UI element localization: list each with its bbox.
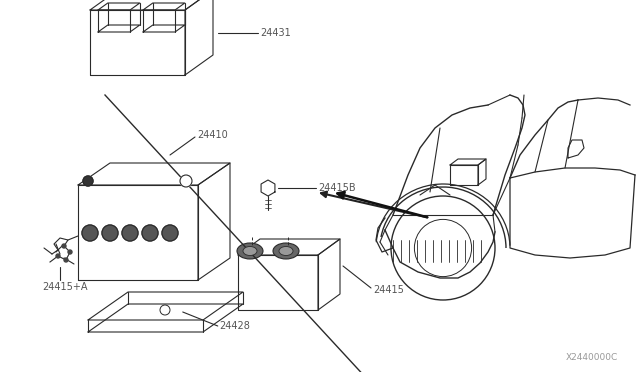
Ellipse shape — [237, 243, 263, 259]
Text: 24415B: 24415B — [318, 183, 356, 193]
Circle shape — [64, 258, 68, 262]
Circle shape — [83, 176, 93, 186]
Text: 24431: 24431 — [260, 28, 291, 38]
Circle shape — [102, 225, 118, 241]
Ellipse shape — [279, 247, 293, 256]
Circle shape — [82, 225, 98, 241]
Text: 24428: 24428 — [220, 321, 251, 331]
Text: X2440000C: X2440000C — [566, 353, 618, 362]
Text: 24415: 24415 — [373, 285, 404, 295]
Text: 24410: 24410 — [197, 130, 228, 140]
Circle shape — [62, 244, 66, 248]
Circle shape — [180, 175, 192, 187]
Ellipse shape — [273, 243, 299, 259]
Circle shape — [68, 250, 72, 254]
Circle shape — [56, 254, 60, 258]
Ellipse shape — [243, 247, 257, 256]
Circle shape — [142, 225, 158, 241]
Text: 24415+A: 24415+A — [42, 282, 88, 292]
Circle shape — [162, 225, 178, 241]
Circle shape — [122, 225, 138, 241]
